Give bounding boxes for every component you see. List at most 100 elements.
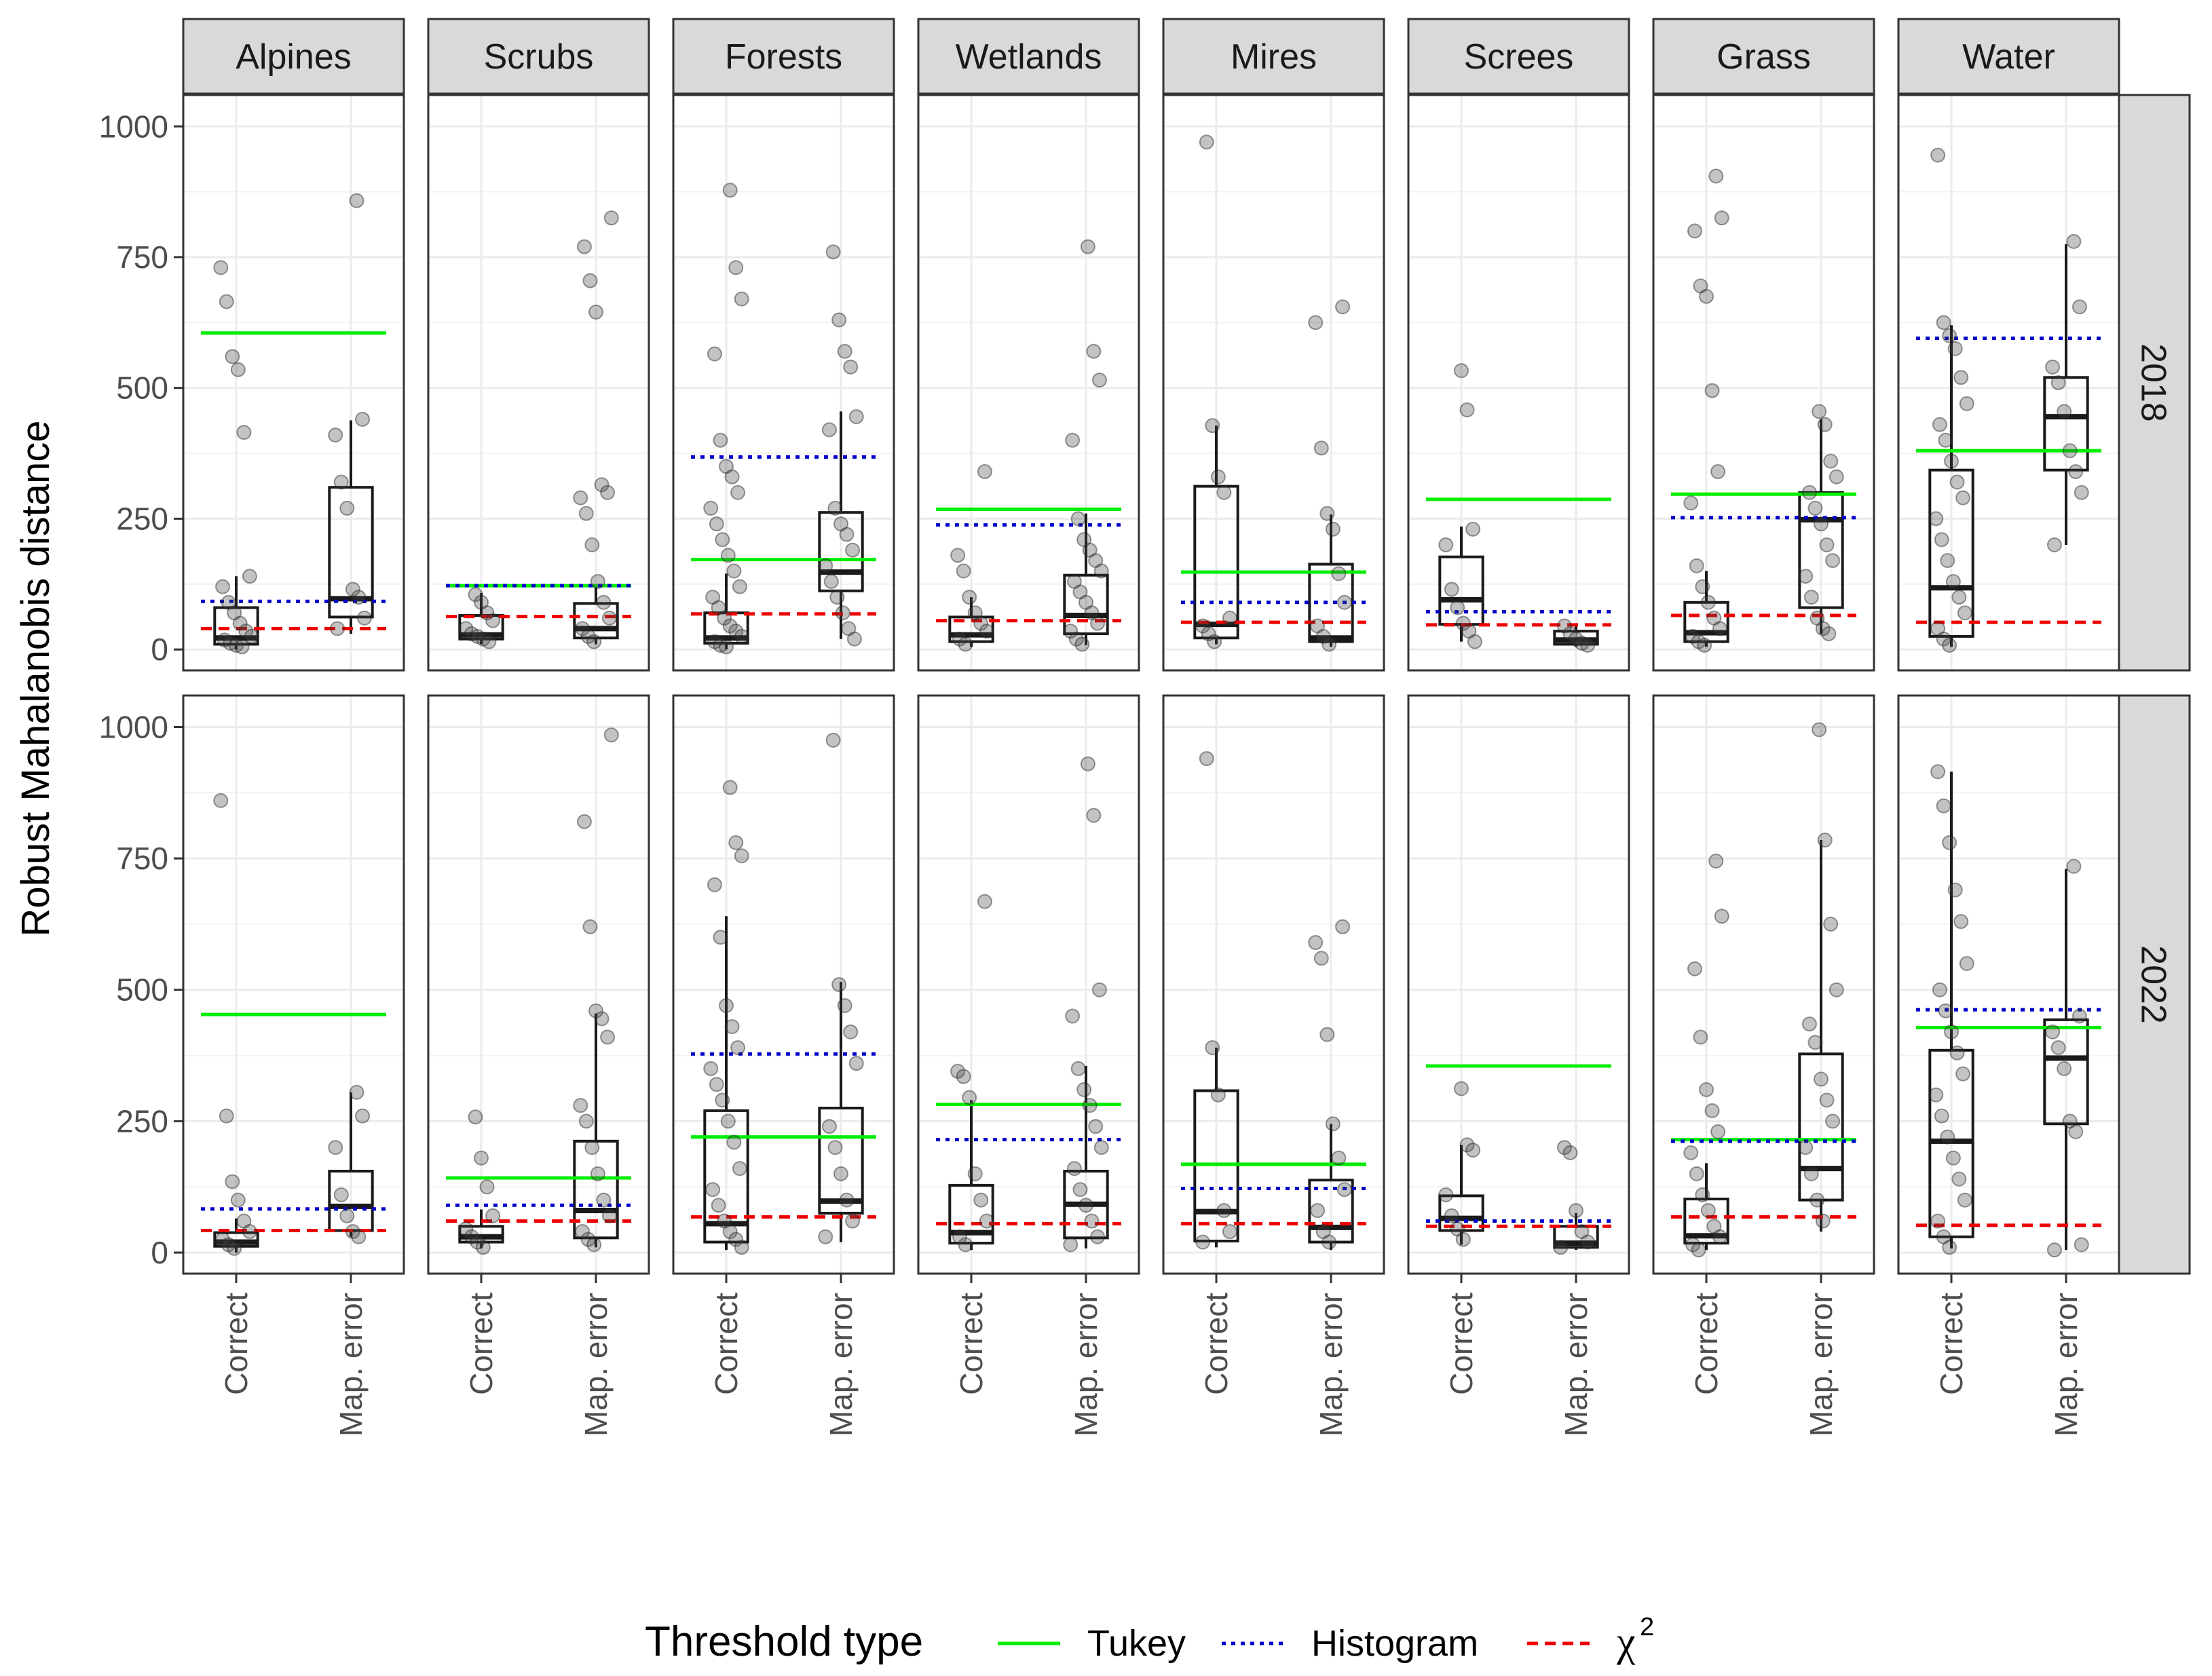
data-point <box>1957 605 1972 621</box>
data-point <box>1467 634 1482 649</box>
data-point <box>1313 951 1329 966</box>
data-point <box>1079 1198 1093 1213</box>
box-iqr <box>1798 1052 1844 1202</box>
data-point <box>468 1109 483 1125</box>
panel-border <box>672 694 895 1275</box>
data-point <box>1934 1108 1949 1124</box>
panel-water-2022 <box>1897 694 2120 1275</box>
data-point <box>713 637 728 653</box>
data-point <box>713 432 728 448</box>
data-point <box>956 563 971 579</box>
data-point <box>351 1229 367 1244</box>
x-tick-label: Map. error <box>1068 1293 1104 1436</box>
data-point <box>1454 363 1469 379</box>
data-point <box>1438 1187 1454 1202</box>
data-point <box>1580 1234 1596 1250</box>
x-tick-label: Correct <box>464 1293 499 1395</box>
strip-alpines <box>182 18 405 95</box>
data-point <box>728 1232 744 1247</box>
data-point <box>1562 626 1578 642</box>
data-point <box>227 605 242 621</box>
data-point <box>485 613 501 628</box>
panel-wetlands-2022 <box>917 694 1140 1275</box>
data-point <box>349 193 364 208</box>
data-point <box>1222 610 1237 626</box>
data-point <box>724 1018 740 1034</box>
data-point <box>213 260 229 275</box>
data-point <box>973 615 989 631</box>
data-point <box>1932 982 1947 997</box>
x-tick-label: Map. error <box>1803 1293 1839 1436</box>
data-point <box>1210 469 1226 484</box>
panel-border <box>427 694 650 1275</box>
data-point <box>1070 511 1086 527</box>
data-point <box>1088 553 1104 569</box>
data-point <box>1695 579 1710 594</box>
data-point <box>1444 1208 1459 1223</box>
data-point <box>705 1182 721 1198</box>
legend-title: Threshold type <box>645 1618 923 1665</box>
data-point <box>603 210 619 226</box>
data-point <box>603 727 619 743</box>
panel-wetlands-2018 <box>917 94 1140 672</box>
data-point <box>967 605 983 621</box>
data-point <box>1199 134 1214 150</box>
data-point <box>475 631 491 647</box>
data-point <box>1201 626 1216 642</box>
data-point <box>596 594 612 610</box>
box-iqr <box>1928 468 1974 638</box>
strip-scrubs <box>427 18 650 95</box>
data-point <box>1936 798 1951 814</box>
data-point <box>1084 1213 1100 1229</box>
x-tick-label: Correct <box>1199 1293 1234 1395</box>
panel-background <box>1163 696 1384 1274</box>
data-point <box>818 1229 833 1244</box>
panel-border <box>182 694 405 1275</box>
data-point <box>1947 341 1963 356</box>
strip-row-label-2018: 2018 <box>2134 343 2173 422</box>
data-point <box>1817 417 1833 432</box>
panel-border <box>1652 694 1875 1275</box>
data-point <box>575 1224 591 1240</box>
data-point <box>230 1192 246 1208</box>
data-point <box>956 1069 971 1084</box>
panel-alpines-2018 <box>182 94 405 672</box>
data-point <box>1076 532 1092 548</box>
data-point <box>1944 1024 1959 1040</box>
panel-alpines-2022 <box>182 694 405 1275</box>
data-point <box>485 1208 501 1223</box>
data-point <box>328 1140 343 1156</box>
data-point <box>1945 1150 1961 1166</box>
data-point <box>355 411 371 427</box>
box-iqr <box>328 486 374 619</box>
data-point <box>2045 1024 2061 1040</box>
data-point <box>827 501 843 516</box>
data-point <box>722 780 738 795</box>
data-point <box>825 732 841 748</box>
data-point <box>339 501 355 516</box>
panel-border <box>1897 694 2120 1275</box>
data-point <box>1695 1187 1710 1202</box>
data-point <box>573 490 588 506</box>
data-point <box>351 590 367 605</box>
data-point <box>225 1174 240 1189</box>
x-tick-label: Map. error <box>578 1293 614 1436</box>
legend-label-sup: 2 <box>1640 1613 1654 1641</box>
data-point <box>1070 1061 1086 1076</box>
data-point <box>601 610 617 626</box>
y-tick-label: 750 <box>116 841 168 876</box>
data-point <box>1815 1213 1831 1229</box>
data-point <box>238 624 254 639</box>
panel-background <box>1163 95 1384 670</box>
x-tick-label: Correct <box>1444 1293 1479 1395</box>
data-point <box>229 637 244 653</box>
data-point <box>1072 584 1088 600</box>
data-point <box>833 516 848 532</box>
data-point <box>1683 1145 1699 1160</box>
data-point <box>1938 1003 1953 1018</box>
data-point <box>705 590 721 605</box>
data-point <box>823 573 839 589</box>
strip-wetlands <box>917 18 1140 95</box>
data-point <box>1216 1203 1232 1219</box>
data-point <box>1556 618 1572 634</box>
